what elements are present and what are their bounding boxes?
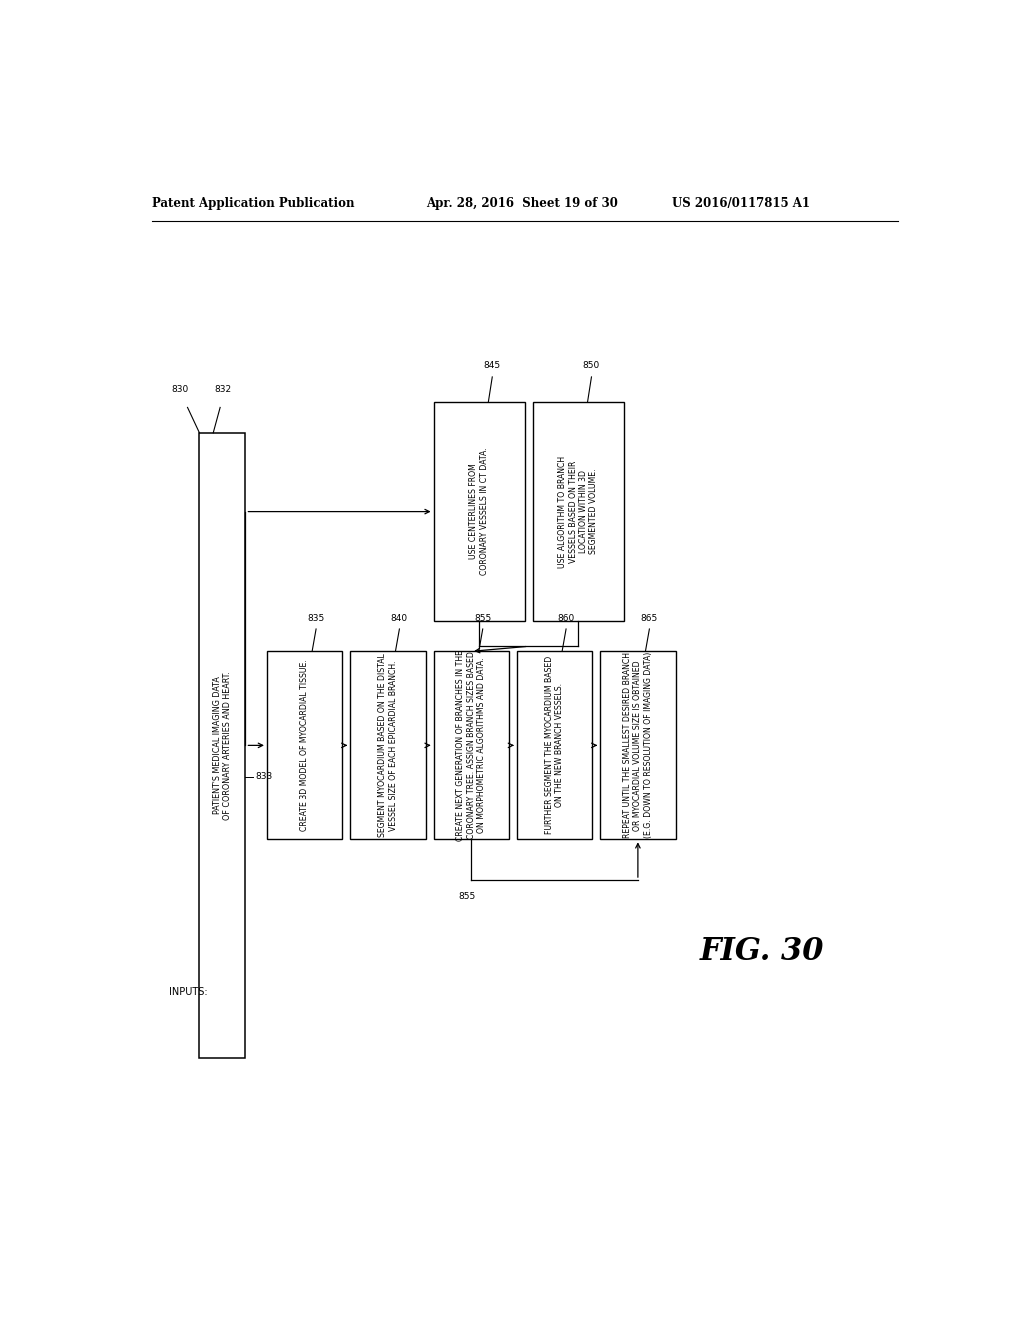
Text: 845: 845 bbox=[483, 360, 501, 370]
Bar bbox=[433, 403, 524, 620]
Bar bbox=[517, 651, 592, 840]
Text: 835: 835 bbox=[307, 614, 325, 623]
Text: INPUTS:: INPUTS: bbox=[169, 987, 208, 997]
Text: PATIENT'S MEDICAL IMAGING DATA
OF CORONARY ARTERIES AND HEART.: PATIENT'S MEDICAL IMAGING DATA OF CORONA… bbox=[213, 671, 232, 820]
Text: 855: 855 bbox=[459, 892, 476, 902]
Text: 850: 850 bbox=[583, 360, 600, 370]
Text: FURTHER SEGMENT THE MYOCARDIUM BASED
ON THE NEW BRANCH VESSELS.: FURTHER SEGMENT THE MYOCARDIUM BASED ON … bbox=[545, 656, 564, 834]
Text: CREATE 3D MODEL OF MYOCARDIAL TISSUE.: CREATE 3D MODEL OF MYOCARDIAL TISSUE. bbox=[300, 660, 309, 832]
Text: 833: 833 bbox=[255, 772, 272, 781]
Text: 840: 840 bbox=[391, 614, 408, 623]
Text: USE CENTERLINES FROM
CORONARY VESSELS IN CT DATA.: USE CENTERLINES FROM CORONARY VESSELS IN… bbox=[469, 447, 488, 576]
Text: USE ALGORITHM TO BRANCH
VESSELS BASED ON THEIR
LOCATION WITHIN 3D
SEGMENTED VOLU: USE ALGORITHM TO BRANCH VESSELS BASED ON… bbox=[558, 455, 598, 568]
Text: FIG. 30: FIG. 30 bbox=[699, 936, 824, 966]
Text: Apr. 28, 2016  Sheet 19 of 30: Apr. 28, 2016 Sheet 19 of 30 bbox=[426, 197, 617, 210]
Text: 855: 855 bbox=[474, 614, 492, 623]
Bar bbox=[600, 651, 676, 840]
Text: Patent Application Publication: Patent Application Publication bbox=[152, 197, 354, 210]
Bar bbox=[200, 433, 246, 1057]
Text: US 2016/0117815 A1: US 2016/0117815 A1 bbox=[672, 197, 810, 210]
Text: 832: 832 bbox=[214, 385, 231, 395]
Bar bbox=[267, 651, 342, 840]
Text: CREATE NEXT GENERATION OF BRANCHES IN THE
CORONARY TREE. ASSIGN BRANCH SIZES BAS: CREATE NEXT GENERATION OF BRANCHES IN TH… bbox=[457, 649, 486, 841]
Text: 865: 865 bbox=[641, 614, 658, 623]
Text: 860: 860 bbox=[557, 614, 574, 623]
Bar bbox=[350, 651, 426, 840]
Text: 830: 830 bbox=[171, 385, 188, 395]
Text: REPEAT UNTIL THE SMALLEST DESIRED BRANCH
OR MYOCARDIAL VOLUME SIZE IS OBTAINED
(: REPEAT UNTIL THE SMALLEST DESIRED BRANCH… bbox=[623, 652, 652, 838]
Text: SEGMENT MYOCARDIUM BASED ON THE DISTAL
VESSEL SIZE OF EACH EPICARDIAL BRANCH.: SEGMENT MYOCARDIUM BASED ON THE DISTAL V… bbox=[378, 653, 397, 837]
Bar bbox=[433, 651, 509, 840]
Bar bbox=[532, 403, 624, 620]
